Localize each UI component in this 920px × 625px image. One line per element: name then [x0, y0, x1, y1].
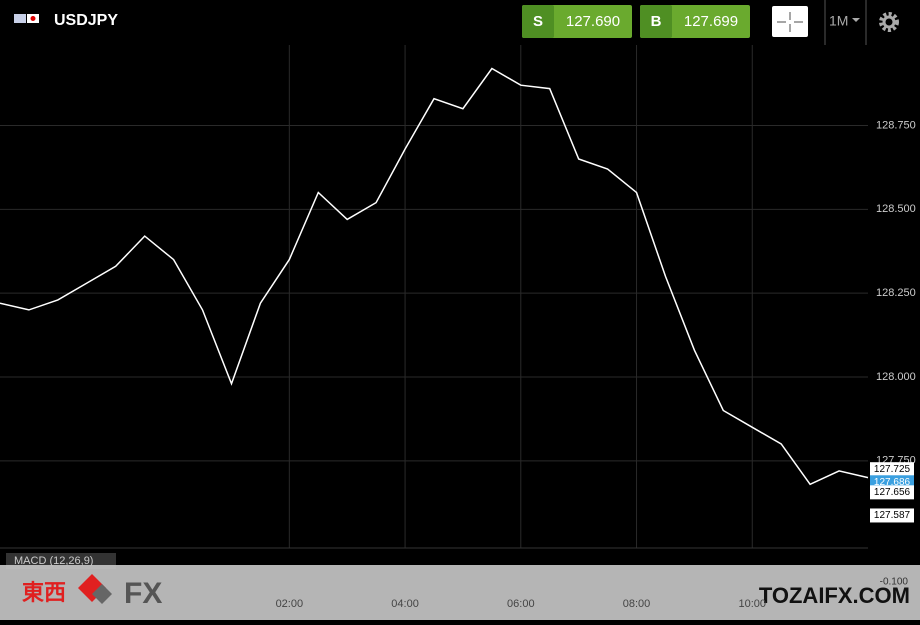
logo-cn: 東西	[22, 580, 66, 605]
price-label: 127.656	[870, 485, 914, 500]
x-tick-label: 04:00	[391, 598, 419, 610]
sell-button[interactable]: S 127.690	[522, 5, 632, 38]
buy-price: 127.699	[684, 13, 738, 30]
sell-price: 127.690	[566, 13, 620, 30]
y-tick-label: 128.250	[876, 287, 916, 299]
sell-label: S	[533, 13, 543, 30]
y-tick-label: 128.000	[876, 371, 916, 383]
price-label-text: 127.725	[874, 464, 911, 475]
timeframe-caret	[852, 18, 860, 22]
price-label-text: 127.656	[874, 487, 911, 498]
y-tick-label: 128.500	[876, 203, 916, 215]
logo-fx: FX	[124, 577, 162, 610]
crosshair-icon	[777, 12, 803, 32]
x-tick-label: 06:00	[507, 598, 535, 610]
price-label-text: 127.587	[874, 510, 911, 521]
indicator-axis-label: -0.100	[880, 577, 909, 588]
crosshair-bg	[772, 6, 808, 37]
indicator-name: MACD (12,26,9)	[14, 555, 93, 567]
x-tick-label: 08:00	[623, 598, 651, 610]
buy-label: B	[651, 13, 662, 30]
price-label: 127.587	[870, 508, 914, 523]
buy-tag	[640, 5, 672, 38]
crosshair-button[interactable]	[772, 6, 808, 37]
price-label-bg	[870, 485, 914, 500]
settings-ring	[882, 15, 896, 29]
price-line	[0, 67, 869, 486]
x-tick-label: 02:00	[276, 598, 304, 610]
price-chart: 128.750128.500128.250128.000127.750127.7…	[0, 45, 916, 548]
buy-button[interactable]: B 127.699	[640, 5, 750, 38]
settings-teeth	[879, 12, 899, 32]
flag-us	[14, 14, 26, 23]
logo-diamond	[92, 584, 112, 604]
site-name: TOZAIFX.COM	[759, 583, 910, 608]
price-label-bg	[870, 508, 914, 523]
x-tick-label: 10:00	[739, 598, 767, 610]
price-label-bg	[870, 462, 914, 477]
price-label-text: 127.686	[874, 477, 911, 488]
flag-jp-dot	[30, 16, 36, 21]
settings-button[interactable]	[879, 12, 899, 32]
symbol: USDJPY	[54, 12, 118, 29]
watermark-band	[0, 565, 920, 620]
timeframe[interactable]: 1M	[829, 13, 848, 29]
sell-tag	[522, 5, 554, 38]
y-tick-label: 128.750	[876, 119, 916, 131]
price-label: 127.725	[870, 462, 914, 477]
